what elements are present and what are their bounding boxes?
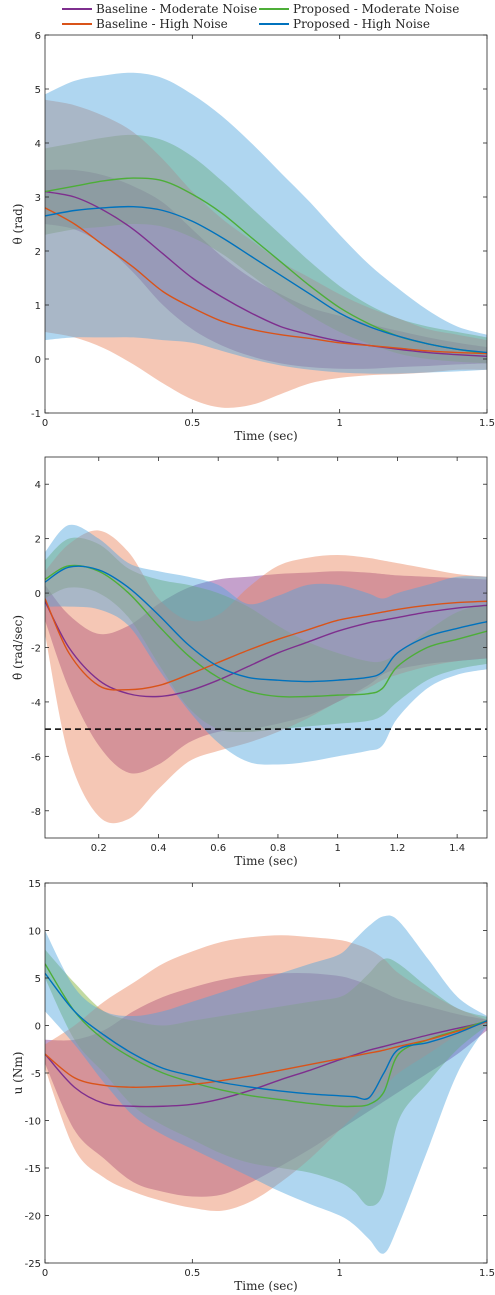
y-tick-label: 2 bbox=[35, 535, 41, 546]
mean-line-bh bbox=[45, 1021, 487, 1088]
x-tick-label: 0.4 bbox=[151, 843, 167, 854]
band-ph bbox=[45, 72, 487, 374]
y-axis-label: θ̇ (rad/sec) bbox=[11, 615, 25, 680]
band-pm bbox=[45, 949, 487, 1206]
y-tick-label: 3 bbox=[35, 193, 41, 204]
mean-line-ph bbox=[45, 565, 487, 683]
plot-area bbox=[45, 72, 487, 408]
y-tick-label: -15 bbox=[25, 1164, 41, 1175]
y-tick-label: 4 bbox=[35, 139, 41, 150]
y-tick-label: 6 bbox=[35, 31, 41, 42]
x-tick-label: 1 bbox=[336, 418, 342, 429]
legend-label: Baseline - High Noise bbox=[96, 17, 228, 31]
x-tick-label: 0.2 bbox=[91, 843, 107, 854]
x-axis-label: Time (sec) bbox=[234, 854, 297, 868]
y-tick-label: 0 bbox=[35, 1022, 41, 1033]
x-tick-label: 0.5 bbox=[184, 1268, 200, 1279]
mean-line-pm bbox=[45, 963, 487, 1108]
y-tick-label: 0 bbox=[35, 355, 41, 366]
y-tick-label: -25 bbox=[25, 1259, 41, 1270]
mean-line-ph bbox=[45, 205, 487, 354]
legend-entry: Baseline - High Noise bbox=[62, 17, 228, 31]
legend-label: Proposed - Moderate Noise bbox=[293, 2, 459, 16]
axes-frame bbox=[44, 34, 488, 414]
plot-area bbox=[45, 915, 487, 1254]
x-tick-label: 1 bbox=[334, 843, 340, 854]
mean-line-bh bbox=[45, 598, 487, 691]
x-axis-label: Time (sec) bbox=[234, 429, 297, 443]
theta-dot-chart: 0.2 0.4 0.6 0.8 1 1.2 1.4 -8 -6 -4 -2 0 2 4 Time (sec)… bbox=[11, 456, 488, 868]
y-tick-label: 1 bbox=[35, 301, 41, 312]
y-axis-label: u (Nm) bbox=[11, 1052, 25, 1095]
legend-entry: Baseline - Moderate Noise bbox=[62, 2, 257, 16]
x-axis-label: Time (sec) bbox=[234, 1279, 297, 1293]
y-tick-label: -8 bbox=[31, 807, 41, 818]
y-tick-label: 0 bbox=[35, 589, 41, 600]
band-pm bbox=[45, 537, 487, 733]
band-bh bbox=[45, 99, 487, 408]
y-tick-label: -4 bbox=[31, 698, 41, 709]
x-tick-label: 0 bbox=[42, 1268, 48, 1279]
y-tick-label: -5 bbox=[31, 1069, 41, 1080]
mean-line-bm bbox=[45, 190, 487, 357]
legend: Baseline - Moderate Noise Proposed - Mod… bbox=[62, 2, 459, 31]
y-axis-label: θ (rad) bbox=[11, 204, 25, 245]
x-tick-label: 0.5 bbox=[184, 418, 200, 429]
legend-entry: Proposed - Moderate Noise bbox=[259, 2, 459, 16]
x-tick-label: 1.5 bbox=[479, 418, 495, 429]
mean-line-bh bbox=[45, 207, 487, 355]
x-tick-label: 1.2 bbox=[389, 843, 405, 854]
legend-label: Baseline - Moderate Noise bbox=[96, 2, 257, 16]
legend-label: Proposed - High Noise bbox=[293, 17, 430, 31]
mean-line-pm bbox=[45, 564, 487, 698]
mean-line-bm bbox=[45, 1021, 487, 1108]
x-tick-label: 0 bbox=[42, 418, 48, 429]
y-tick-label: -2 bbox=[31, 644, 41, 655]
x-tick-label: 0.6 bbox=[210, 843, 226, 854]
mean-line-ph bbox=[45, 972, 487, 1100]
x-tick-label: 1.5 bbox=[479, 1268, 495, 1279]
band-ph bbox=[45, 524, 487, 765]
y-tick-label: 4 bbox=[35, 480, 41, 491]
legend-entry: Proposed - High Noise bbox=[259, 17, 430, 31]
y-tick-label: 15 bbox=[28, 879, 41, 890]
x-tick-label: 1 bbox=[336, 1268, 342, 1279]
band-bm bbox=[45, 169, 487, 369]
y-tick-label: 5 bbox=[35, 85, 41, 96]
torque-chart: 0 0.5 1 1.5 -25 -20 -15 -10 -5 0 5 10 15 Time (sec) u … bbox=[11, 879, 495, 1293]
plot-area bbox=[45, 524, 487, 824]
y-tick-label: -6 bbox=[31, 752, 41, 763]
y-tick-label: -1 bbox=[31, 409, 41, 420]
mean-line-bm bbox=[45, 600, 487, 698]
x-tick-label: 0.8 bbox=[270, 843, 286, 854]
y-tick-label: 2 bbox=[35, 247, 41, 258]
y-tick-label: -10 bbox=[25, 1117, 41, 1128]
y-tick-label: 5 bbox=[35, 974, 41, 985]
band-bh bbox=[45, 530, 487, 824]
y-tick-label: -20 bbox=[25, 1212, 41, 1223]
y-tick-label: 10 bbox=[28, 927, 41, 938]
x-tick-label: 1.4 bbox=[449, 843, 465, 854]
